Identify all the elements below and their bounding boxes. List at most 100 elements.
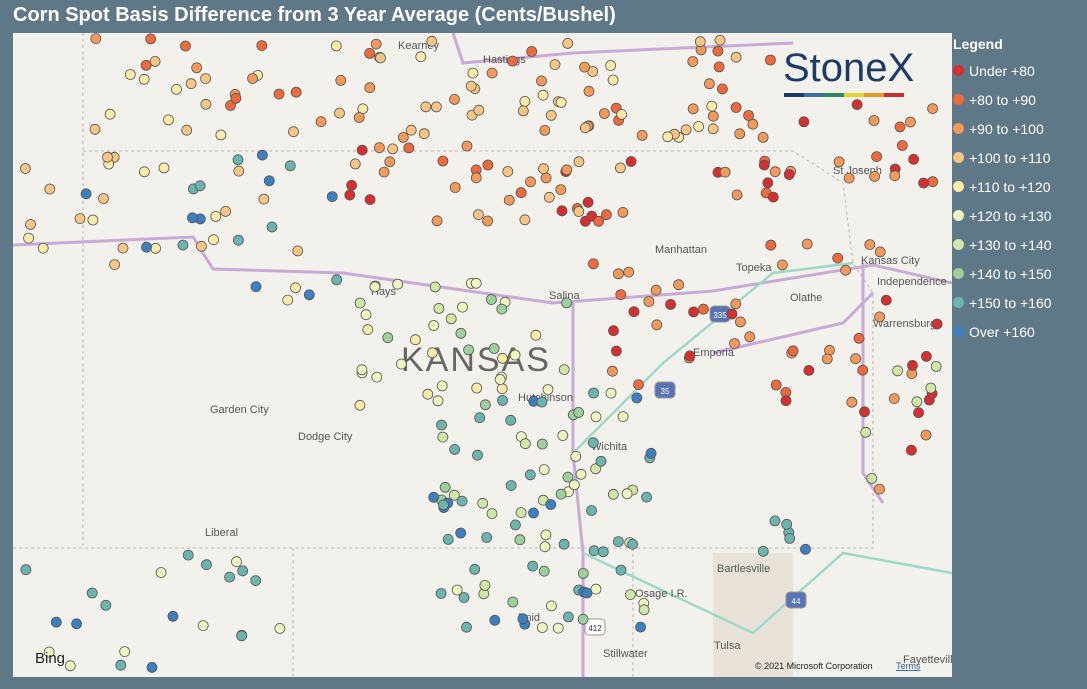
elevator-dot — [186, 212, 198, 224]
place-label: Hastings — [483, 54, 526, 66]
elevator-dot — [237, 565, 249, 577]
elevator-dot — [284, 160, 296, 172]
elevator-dot — [177, 239, 189, 251]
legend-swatch — [953, 65, 964, 76]
elevator-dot — [636, 130, 648, 141]
elevator-dot — [384, 156, 396, 168]
legend-item[interactable]: +120 to +130 — [953, 201, 1052, 230]
elevator-dot — [497, 394, 508, 406]
elevator-dot — [569, 479, 580, 491]
terms[interactable]: Terms — [896, 661, 921, 671]
elevator-dot — [469, 563, 481, 575]
elevator-dot — [555, 488, 567, 500]
elevator-dot — [364, 82, 376, 94]
legend-item[interactable]: +100 to +110 — [953, 143, 1052, 172]
elevator-dot — [215, 129, 227, 141]
elevator-dot — [331, 274, 343, 286]
elevator-dot — [282, 294, 294, 306]
elevator-dot — [185, 78, 197, 90]
elevator-dot — [781, 518, 793, 530]
elevator-dot — [684, 350, 696, 362]
elevator-dot — [853, 332, 865, 344]
elevator-dot — [687, 56, 699, 67]
elevator-dot — [258, 193, 270, 205]
elevator-dot — [472, 209, 484, 221]
elevator-dot — [479, 580, 491, 591]
logo: StoneX — [783, 46, 914, 90]
elevator-dot — [418, 128, 430, 140]
elevator-dot — [356, 364, 368, 376]
legend-item[interactable]: Under +80 — [953, 56, 1052, 85]
elevator-dot — [455, 327, 467, 339]
elevator-dot — [290, 86, 302, 98]
legend-item[interactable]: +150 to +160 — [953, 288, 1052, 317]
elevator-dot — [433, 302, 445, 314]
elevator-dot — [643, 296, 655, 307]
elevator-dot — [561, 164, 573, 176]
elevator-dot — [104, 108, 116, 120]
elevator-dot — [840, 264, 851, 276]
legend-item[interactable]: +110 to +120 — [953, 172, 1052, 201]
legend-item[interactable]: Over +160 — [953, 317, 1052, 346]
elevator-dot — [930, 360, 942, 372]
elevator-dot — [474, 412, 486, 424]
elevator-dot — [502, 166, 514, 177]
elevator-dot — [558, 538, 570, 550]
elevator-dot — [426, 35, 438, 47]
elevator-dot — [607, 74, 619, 86]
place-label: Dodge City — [298, 431, 353, 443]
elevator-dot — [605, 60, 616, 71]
elevator-dot — [247, 73, 259, 84]
elevator-dot — [201, 559, 212, 571]
legend-swatch — [953, 181, 964, 192]
elevator-dot — [621, 488, 633, 500]
elevator-dot — [481, 532, 493, 543]
elevator-dot — [356, 144, 368, 156]
elevator-dot — [743, 110, 754, 121]
elevator-dot — [182, 549, 194, 561]
elevator-dot — [519, 214, 531, 226]
elevator-dot — [375, 52, 386, 64]
legend-label: +140 to +150 — [969, 265, 1052, 282]
elevator-dot — [757, 545, 769, 557]
elevator-dot — [426, 347, 438, 359]
elevator-dot — [507, 55, 518, 67]
elevator-dot — [579, 122, 591, 134]
place-label: Independence — [877, 276, 947, 288]
place-label: Olathe — [790, 292, 822, 304]
elevator-dot — [561, 297, 572, 309]
legend-swatch — [953, 94, 964, 105]
elevator-dot — [573, 206, 585, 217]
elevator-dot — [89, 123, 101, 135]
elevator-dot — [588, 258, 599, 270]
elevator-dot — [364, 194, 376, 206]
elevator-dot — [698, 303, 709, 315]
elevator-dot — [436, 380, 448, 392]
elevator-dot — [19, 163, 31, 174]
legend-item[interactable]: +140 to +150 — [953, 259, 1052, 288]
elevator-dot — [888, 393, 900, 405]
elevator-dot — [590, 463, 601, 475]
elevator-dot — [536, 438, 548, 450]
elevator-dot — [832, 252, 844, 264]
place-label: Stillwater — [603, 648, 648, 660]
elevator-dot — [354, 399, 366, 411]
legend-item[interactable]: +130 to +140 — [953, 230, 1052, 259]
elevator-dot — [579, 61, 590, 73]
elevator-dot — [232, 234, 244, 246]
elevator-dot — [486, 67, 498, 79]
shield-label: 412 — [588, 624, 602, 633]
elevator-dot — [195, 240, 207, 252]
elevator-dot — [765, 239, 777, 251]
elevator-dot — [141, 241, 152, 253]
place-label: Bartlesville — [717, 563, 770, 575]
elevator-dot — [233, 165, 245, 177]
elevator-dot — [451, 584, 463, 596]
place-label: Salina — [549, 290, 580, 302]
elevator-dot — [821, 353, 833, 365]
elevator-dot — [927, 103, 938, 114]
elevator-dot — [236, 630, 248, 642]
legend-item[interactable]: +90 to +100 — [953, 114, 1052, 143]
elevator-dot — [536, 396, 548, 408]
legend-item[interactable]: +80 to +90 — [953, 85, 1052, 114]
